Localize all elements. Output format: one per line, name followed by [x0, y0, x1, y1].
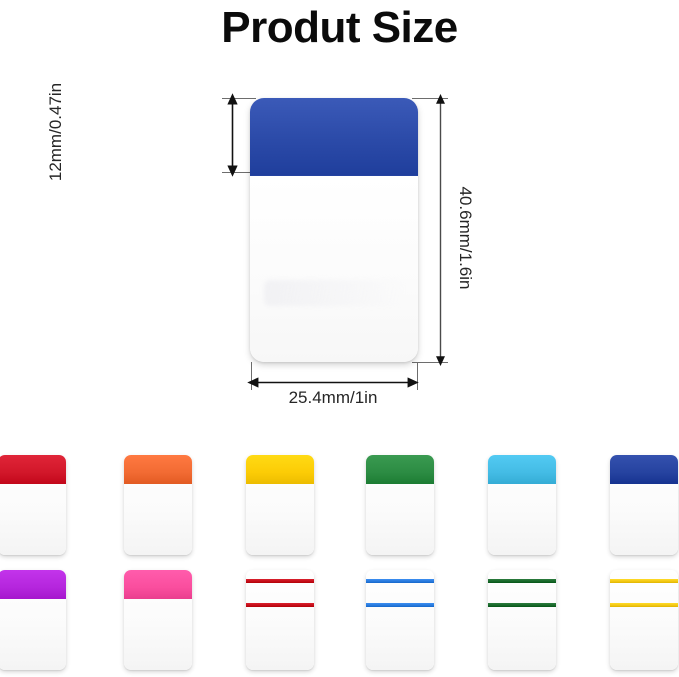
dimension-label-band-height: 12mm/0.47in: [46, 82, 65, 182]
tab-color-band: [246, 455, 314, 484]
tab-stripe-upper: [610, 579, 678, 583]
color-variant-grid: [0, 440, 679, 677]
tab-color-band: [124, 570, 192, 599]
tab-striped-green[interactable]: [488, 570, 556, 670]
guide-line-top: [222, 98, 256, 99]
tab-stripe-lower: [488, 603, 556, 607]
index-tab-sample: [250, 98, 418, 362]
tab-stripe-upper: [366, 579, 434, 583]
tab-striped-red[interactable]: [246, 570, 314, 670]
product-size-diagram: 12mm/0.47in 40.6mm/1.6in 25.4mm/1in: [46, 82, 475, 407]
dimension-arrows: [227, 93, 445, 388]
tab-stripe-lower: [610, 603, 678, 607]
tab-stripe-upper: [488, 579, 556, 583]
tab-purple[interactable]: [0, 570, 66, 670]
dimension-label-total-height: 40.6mm/1.6in: [456, 186, 475, 290]
tab-striped-blue[interactable]: [366, 570, 434, 670]
tab-pink[interactable]: [124, 570, 192, 670]
tab-stripe-upper: [246, 579, 314, 583]
tab-stripe-lower: [246, 603, 314, 607]
tab-white-body: [250, 176, 418, 362]
guide-line-band: [222, 172, 256, 173]
tab-color-band: [124, 455, 192, 484]
tab-orange[interactable]: [124, 455, 192, 555]
tab-stripe-lower: [366, 603, 434, 607]
guide-line-bottom-right: [412, 362, 448, 363]
tab-color-band: [366, 455, 434, 484]
guide-line-top-right: [412, 98, 448, 99]
dimension-label-width: 25.4mm/1in: [288, 388, 378, 407]
tab-yellow[interactable]: [246, 455, 314, 555]
guide-line-left-width: [251, 362, 252, 390]
tab-light-blue[interactable]: [488, 455, 556, 555]
tab-color-band: [610, 455, 678, 484]
guide-line-right-width: [417, 362, 418, 390]
swatch-row-solid: [0, 455, 679, 555]
tab-red[interactable]: [0, 455, 66, 555]
tab-watermark: [264, 280, 404, 306]
tab-striped-yellow[interactable]: [610, 570, 678, 670]
tab-color-band: [488, 455, 556, 484]
tab-green[interactable]: [366, 455, 434, 555]
swatch-row-mixed: [0, 570, 679, 670]
tab-color-band: [0, 455, 66, 484]
page-title: Produt Size: [221, 3, 458, 52]
tab-color-band: [0, 570, 66, 599]
tab-dark-blue[interactable]: [610, 455, 678, 555]
